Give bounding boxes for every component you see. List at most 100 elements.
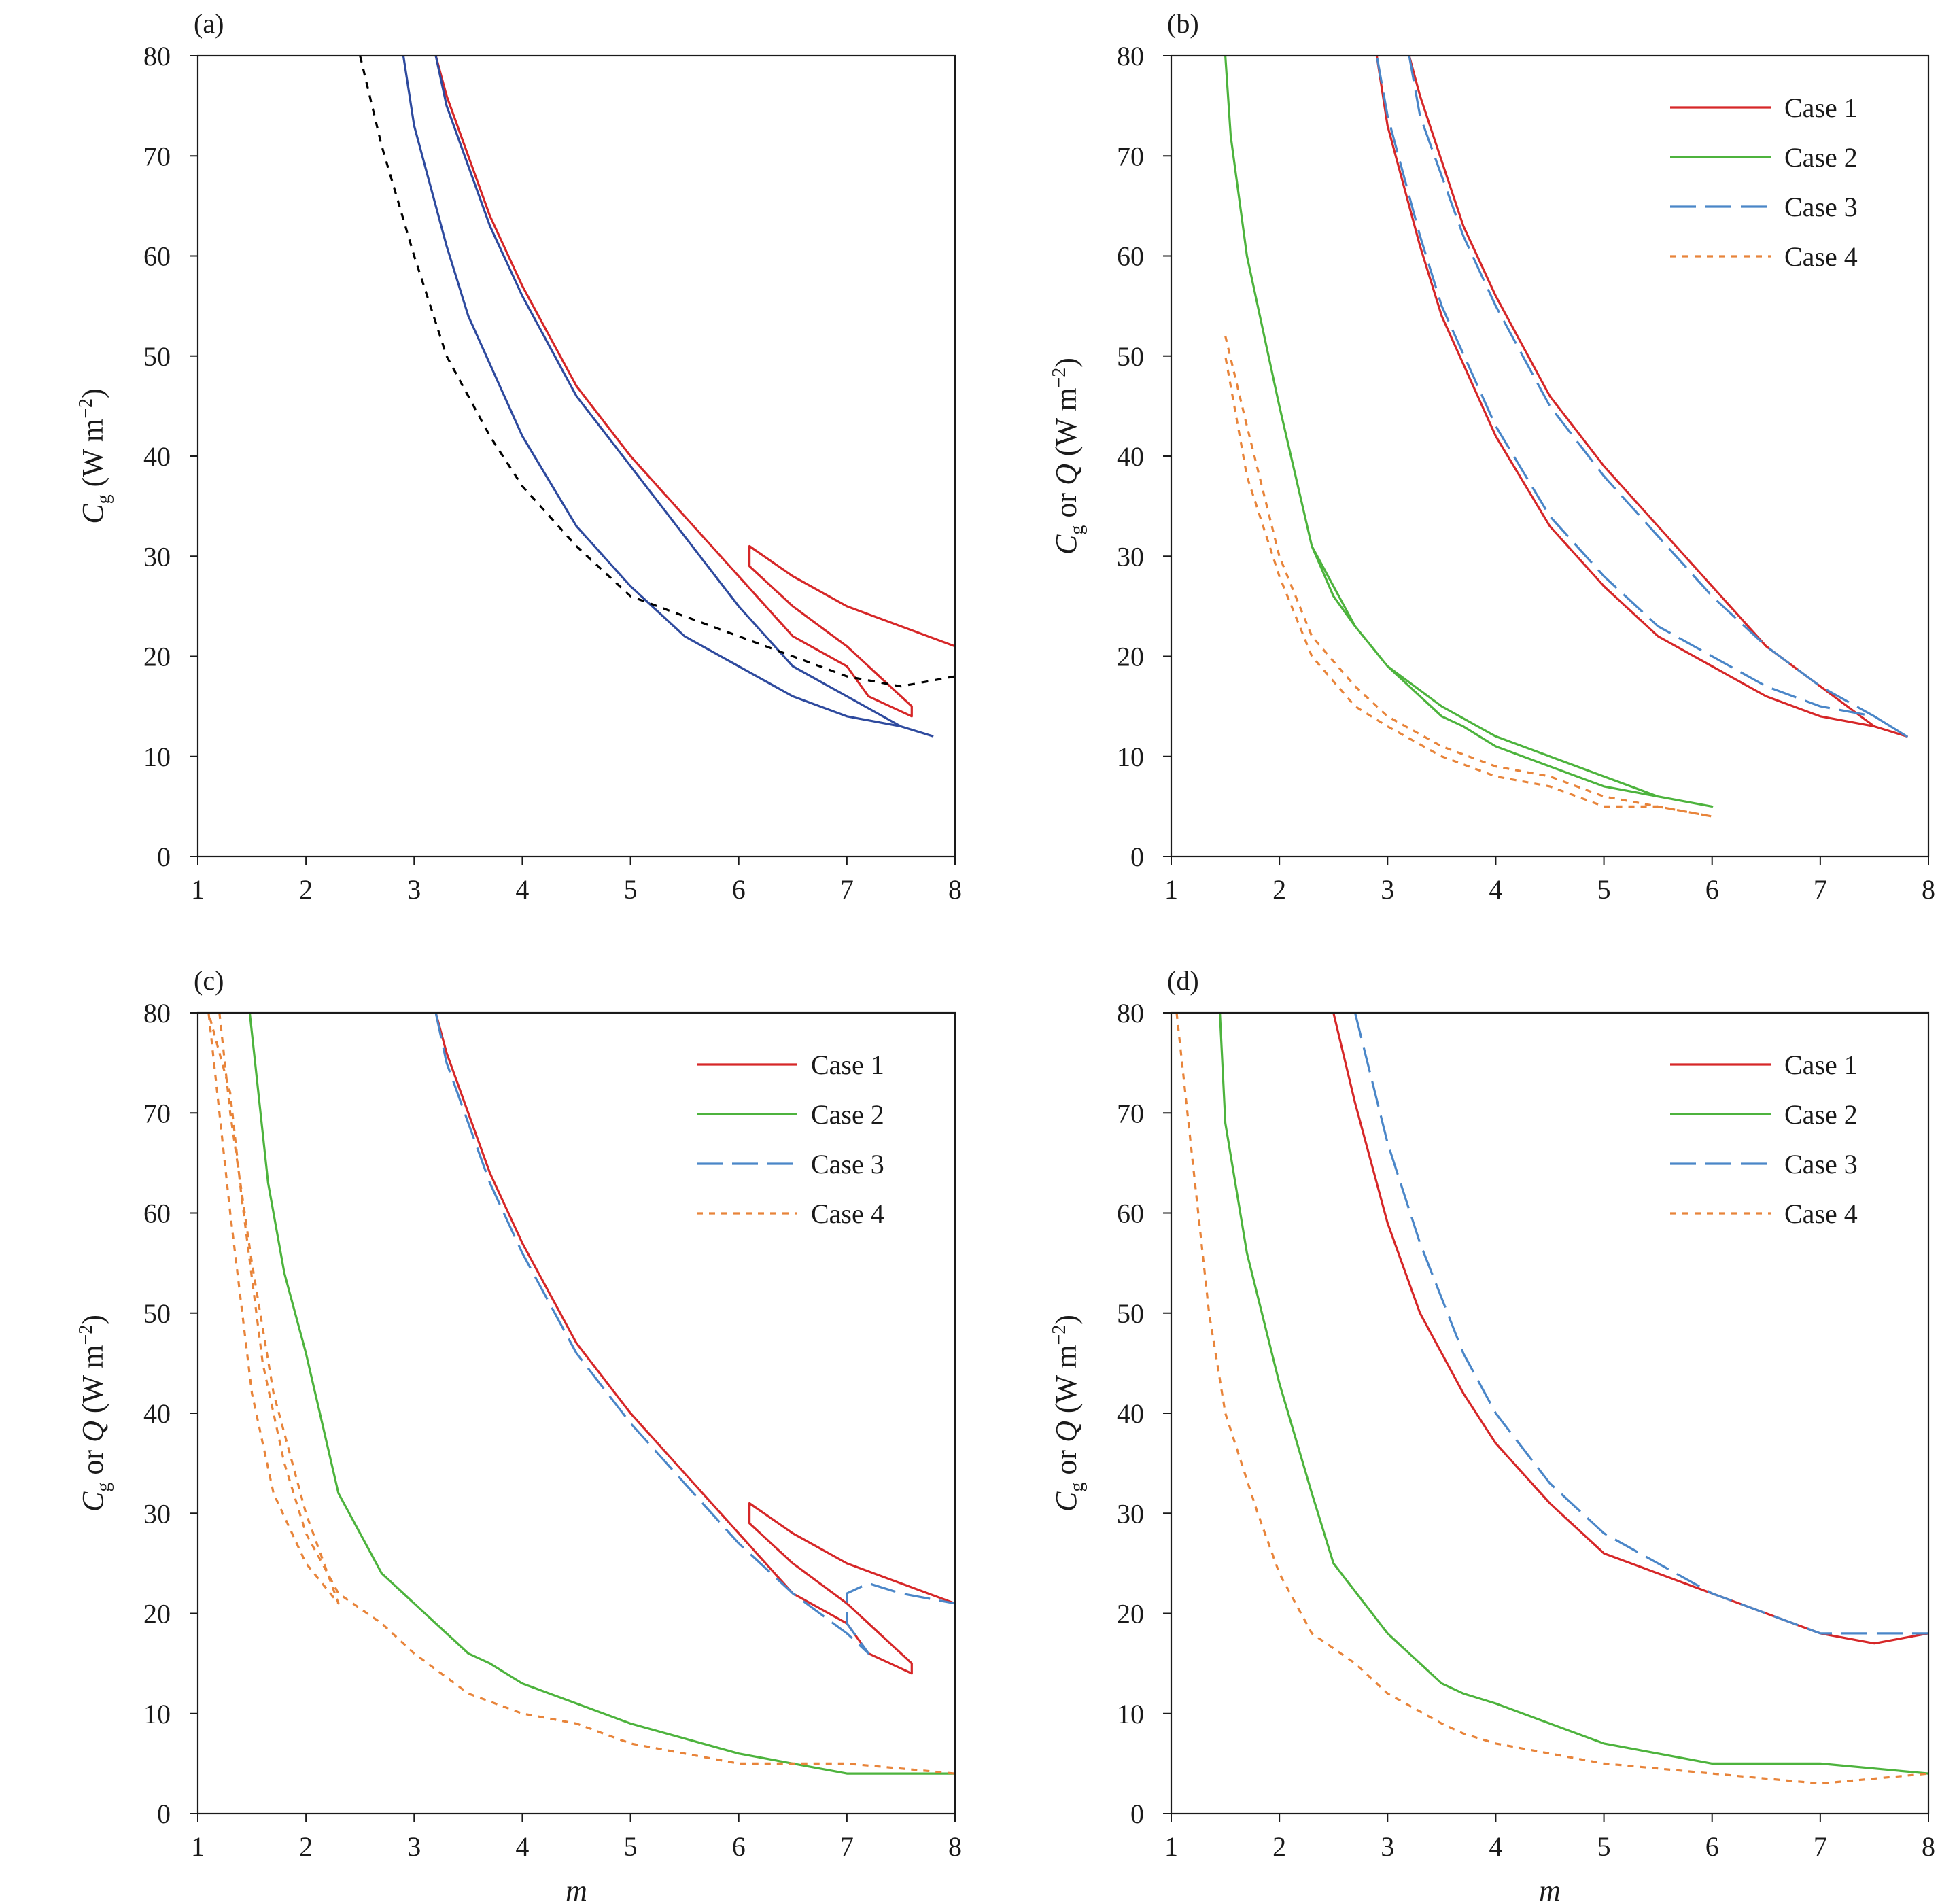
legend-label: Case 3 bbox=[1784, 1149, 1858, 1179]
x-tick-label: 7 bbox=[840, 874, 854, 905]
y-axis-title-part: or bbox=[76, 1442, 109, 1483]
series-line-case-4 bbox=[1175, 1013, 1928, 1785]
x-tick-label: 5 bbox=[624, 1831, 638, 1862]
y-axis-title-part: ) bbox=[1050, 1315, 1083, 1325]
y-axis-title-part: (W m bbox=[76, 1345, 109, 1421]
x-tick-label: 8 bbox=[948, 874, 962, 905]
y-axis-title-part: −2 bbox=[1049, 1325, 1070, 1345]
y-tick-label: 10 bbox=[143, 1699, 171, 1729]
y-tick-label: 0 bbox=[157, 1799, 171, 1829]
y-tick-label: 80 bbox=[1117, 41, 1144, 71]
y-tick-label: 70 bbox=[143, 141, 171, 171]
y-axis-title: Cg (W m−2) bbox=[75, 388, 114, 523]
x-tick-label: 2 bbox=[1272, 1831, 1286, 1862]
series-line-case-2 bbox=[1224, 56, 1714, 808]
y-tick-label: 80 bbox=[1117, 998, 1144, 1028]
x-axis-title: m bbox=[1539, 1874, 1561, 1904]
y-axis-title-part: Q bbox=[1050, 464, 1083, 485]
series-line-case-1 bbox=[434, 1013, 955, 1675]
plot-frame bbox=[1170, 1011, 1930, 1815]
y-tick-label: 60 bbox=[143, 1198, 171, 1229]
y-tick-label: 40 bbox=[1117, 1398, 1144, 1429]
legend-label: Case 3 bbox=[1784, 192, 1858, 222]
y-axis-title-part: Q bbox=[76, 1421, 109, 1442]
x-tick-label: 3 bbox=[1381, 1831, 1394, 1862]
series-line-case-3 bbox=[1353, 1013, 1928, 1635]
series-line-red bbox=[434, 56, 955, 718]
x-tick-label: 5 bbox=[1597, 874, 1611, 905]
y-tick-label: 50 bbox=[143, 1298, 171, 1329]
y-axis-title: Cg or Q (W m−2) bbox=[75, 1315, 114, 1512]
legend: Case 1 Case 2 Case 3 Case 4 bbox=[697, 1050, 884, 1229]
y-axis-title-part: g bbox=[1067, 1483, 1088, 1492]
y-tick-label: 50 bbox=[1117, 1298, 1144, 1329]
x-tick-label: 8 bbox=[1922, 874, 1935, 905]
legend: Case 1 Case 2 Case 3 Case 4 bbox=[1670, 92, 1858, 272]
y-axis-title-part: C bbox=[76, 1491, 109, 1512]
x-tick-label: 6 bbox=[1705, 874, 1719, 905]
y-tick-label: 70 bbox=[143, 1098, 171, 1128]
series-line-case-3 bbox=[434, 1013, 955, 1655]
legend-label: Case 4 bbox=[1784, 241, 1858, 272]
y-axis-title-part: ) bbox=[1050, 358, 1083, 368]
y-tick-label: 40 bbox=[1117, 441, 1144, 472]
y-tick-label: 40 bbox=[143, 1398, 171, 1429]
legend-label: Case 2 bbox=[1784, 142, 1858, 173]
x-tick-label: 8 bbox=[1922, 1831, 1935, 1862]
y-axis-title-part: C bbox=[1050, 1491, 1083, 1512]
y-tick-label: 70 bbox=[1117, 141, 1144, 171]
series-line-case-1 bbox=[1375, 56, 1908, 738]
y-tick-label: 60 bbox=[1117, 1198, 1144, 1229]
y-axis-title-part: −2 bbox=[75, 1325, 97, 1345]
series-line-blue-lower bbox=[402, 56, 934, 738]
legend-label: Case 2 bbox=[1784, 1099, 1858, 1130]
y-tick-label: 10 bbox=[1117, 1699, 1144, 1729]
x-tick-label: 2 bbox=[299, 1831, 313, 1862]
y-tick-label: 30 bbox=[143, 1498, 171, 1529]
legend-label: Case 1 bbox=[1784, 92, 1858, 123]
x-tick-label: 6 bbox=[1705, 1831, 1719, 1862]
y-tick-label: 20 bbox=[143, 1599, 171, 1629]
legend-label: Case 1 bbox=[811, 1050, 884, 1080]
x-tick-label: 1 bbox=[191, 874, 205, 905]
x-tick-label: 3 bbox=[407, 874, 421, 905]
x-tick-label: 1 bbox=[191, 1831, 205, 1862]
y-axis-title-part: or bbox=[1050, 1442, 1083, 1483]
x-tick-label: 2 bbox=[299, 874, 313, 905]
x-tick-label: 5 bbox=[624, 874, 638, 905]
x-tick-label: 1 bbox=[1164, 1831, 1178, 1862]
x-tick-label: 7 bbox=[1814, 874, 1827, 905]
x-tick-label: 3 bbox=[1381, 874, 1394, 905]
y-tick-label: 30 bbox=[1117, 1498, 1144, 1529]
x-tick-label: 4 bbox=[1489, 874, 1502, 905]
y-tick-label: 60 bbox=[143, 241, 171, 272]
y-axis-title-part: g bbox=[93, 494, 114, 504]
y-tick-label: 80 bbox=[143, 998, 171, 1028]
y-tick-label: 20 bbox=[143, 642, 171, 672]
y-tick-label: 0 bbox=[1130, 842, 1144, 872]
y-axis-title-part: g bbox=[93, 1483, 114, 1492]
y-tick-label: 50 bbox=[1117, 341, 1144, 372]
y-axis-title-part: Q bbox=[1050, 1421, 1083, 1442]
y-axis-title-part: −2 bbox=[75, 398, 97, 419]
legend-label: Case 2 bbox=[811, 1099, 884, 1130]
y-axis-title-part: (W m bbox=[1050, 388, 1083, 464]
y-tick-label: 0 bbox=[157, 842, 171, 872]
x-tick-label: 2 bbox=[1272, 874, 1286, 905]
panel-label: (d) bbox=[1167, 965, 1199, 996]
y-axis-title-part: ) bbox=[76, 388, 109, 398]
y-axis-title-part: or bbox=[1050, 485, 1083, 525]
y-axis-title-part bbox=[76, 487, 109, 494]
panel-label: (a) bbox=[194, 8, 224, 39]
y-tick-label: 70 bbox=[1117, 1098, 1144, 1128]
plot-frame bbox=[1170, 54, 1930, 858]
legend-label: Case 4 bbox=[1784, 1198, 1858, 1229]
y-tick-label: 0 bbox=[1130, 1799, 1144, 1829]
y-tick-label: 20 bbox=[1117, 1599, 1144, 1629]
y-axis-title: Cg or Q (W m−2) bbox=[1049, 1315, 1088, 1512]
y-tick-label: 60 bbox=[1117, 241, 1144, 272]
series-line-case-2 bbox=[1219, 1013, 1928, 1775]
